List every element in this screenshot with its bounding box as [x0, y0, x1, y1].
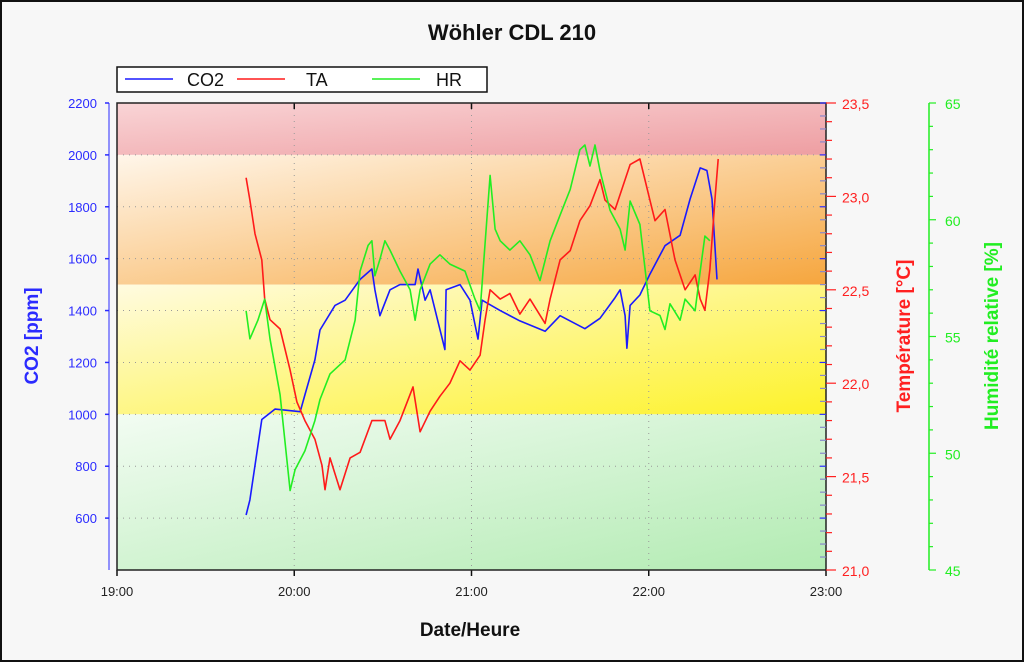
- threshold-band: [117, 414, 826, 570]
- legend-label-co2: CO2: [187, 70, 224, 90]
- x-tick-label: 21:00: [455, 584, 488, 599]
- temp-tick-label: 22,5: [842, 283, 869, 299]
- co2-tick-label: 1200: [68, 355, 97, 370]
- co2-axis-label: CO2 [ppm]: [22, 287, 43, 384]
- x-tick-label: 23:00: [810, 584, 843, 599]
- series-line-ta: [245, 158, 719, 491]
- legend-label-ta: TA: [306, 70, 328, 90]
- co2-tick-label: 800: [75, 459, 97, 474]
- co2-tick-label: 1600: [68, 252, 97, 267]
- temp-tick-label: 21,5: [842, 470, 869, 486]
- x-tick-label: 19:00: [101, 584, 134, 599]
- temp-axis-label: Température [°C]: [894, 260, 915, 413]
- x-tick-label: 20:00: [278, 584, 311, 599]
- hr-axis-label: Humidité relative [%]: [982, 242, 1003, 430]
- co2-tick-label: 2000: [68, 148, 97, 163]
- hr-tick-label: 45: [945, 563, 961, 579]
- co2-tick-label: 2200: [68, 96, 97, 111]
- legend-box: [116, 66, 488, 93]
- temp-tick-label: 23,5: [842, 96, 869, 112]
- co2-tick-label: 1800: [68, 200, 97, 215]
- temp-tick-label: 22,0: [842, 376, 869, 392]
- hr-tick-label: 65: [945, 96, 961, 112]
- chart-title: Wöhler CDL 210: [428, 20, 596, 45]
- threshold-band: [117, 103, 826, 155]
- legend-label-hr: HR: [436, 70, 462, 90]
- x-axis-label: Date/Heure: [420, 620, 520, 641]
- series-line-co2: [245, 167, 718, 516]
- hr-tick-label: 50: [945, 446, 961, 462]
- legend: CO2 TA HR: [116, 66, 488, 93]
- temp-tick-label: 21,0: [842, 563, 869, 579]
- x-tick-label: 22:00: [632, 584, 665, 599]
- co2-tick-label: 1400: [68, 304, 97, 319]
- temp-tick-label: 23,0: [842, 189, 869, 205]
- co2-tick-label: 1000: [68, 407, 97, 422]
- hr-tick-label: 60: [945, 213, 961, 229]
- hr-tick-label: 55: [945, 330, 961, 346]
- co2-tick-label: 600: [75, 511, 97, 526]
- series-line-hr: [245, 144, 711, 492]
